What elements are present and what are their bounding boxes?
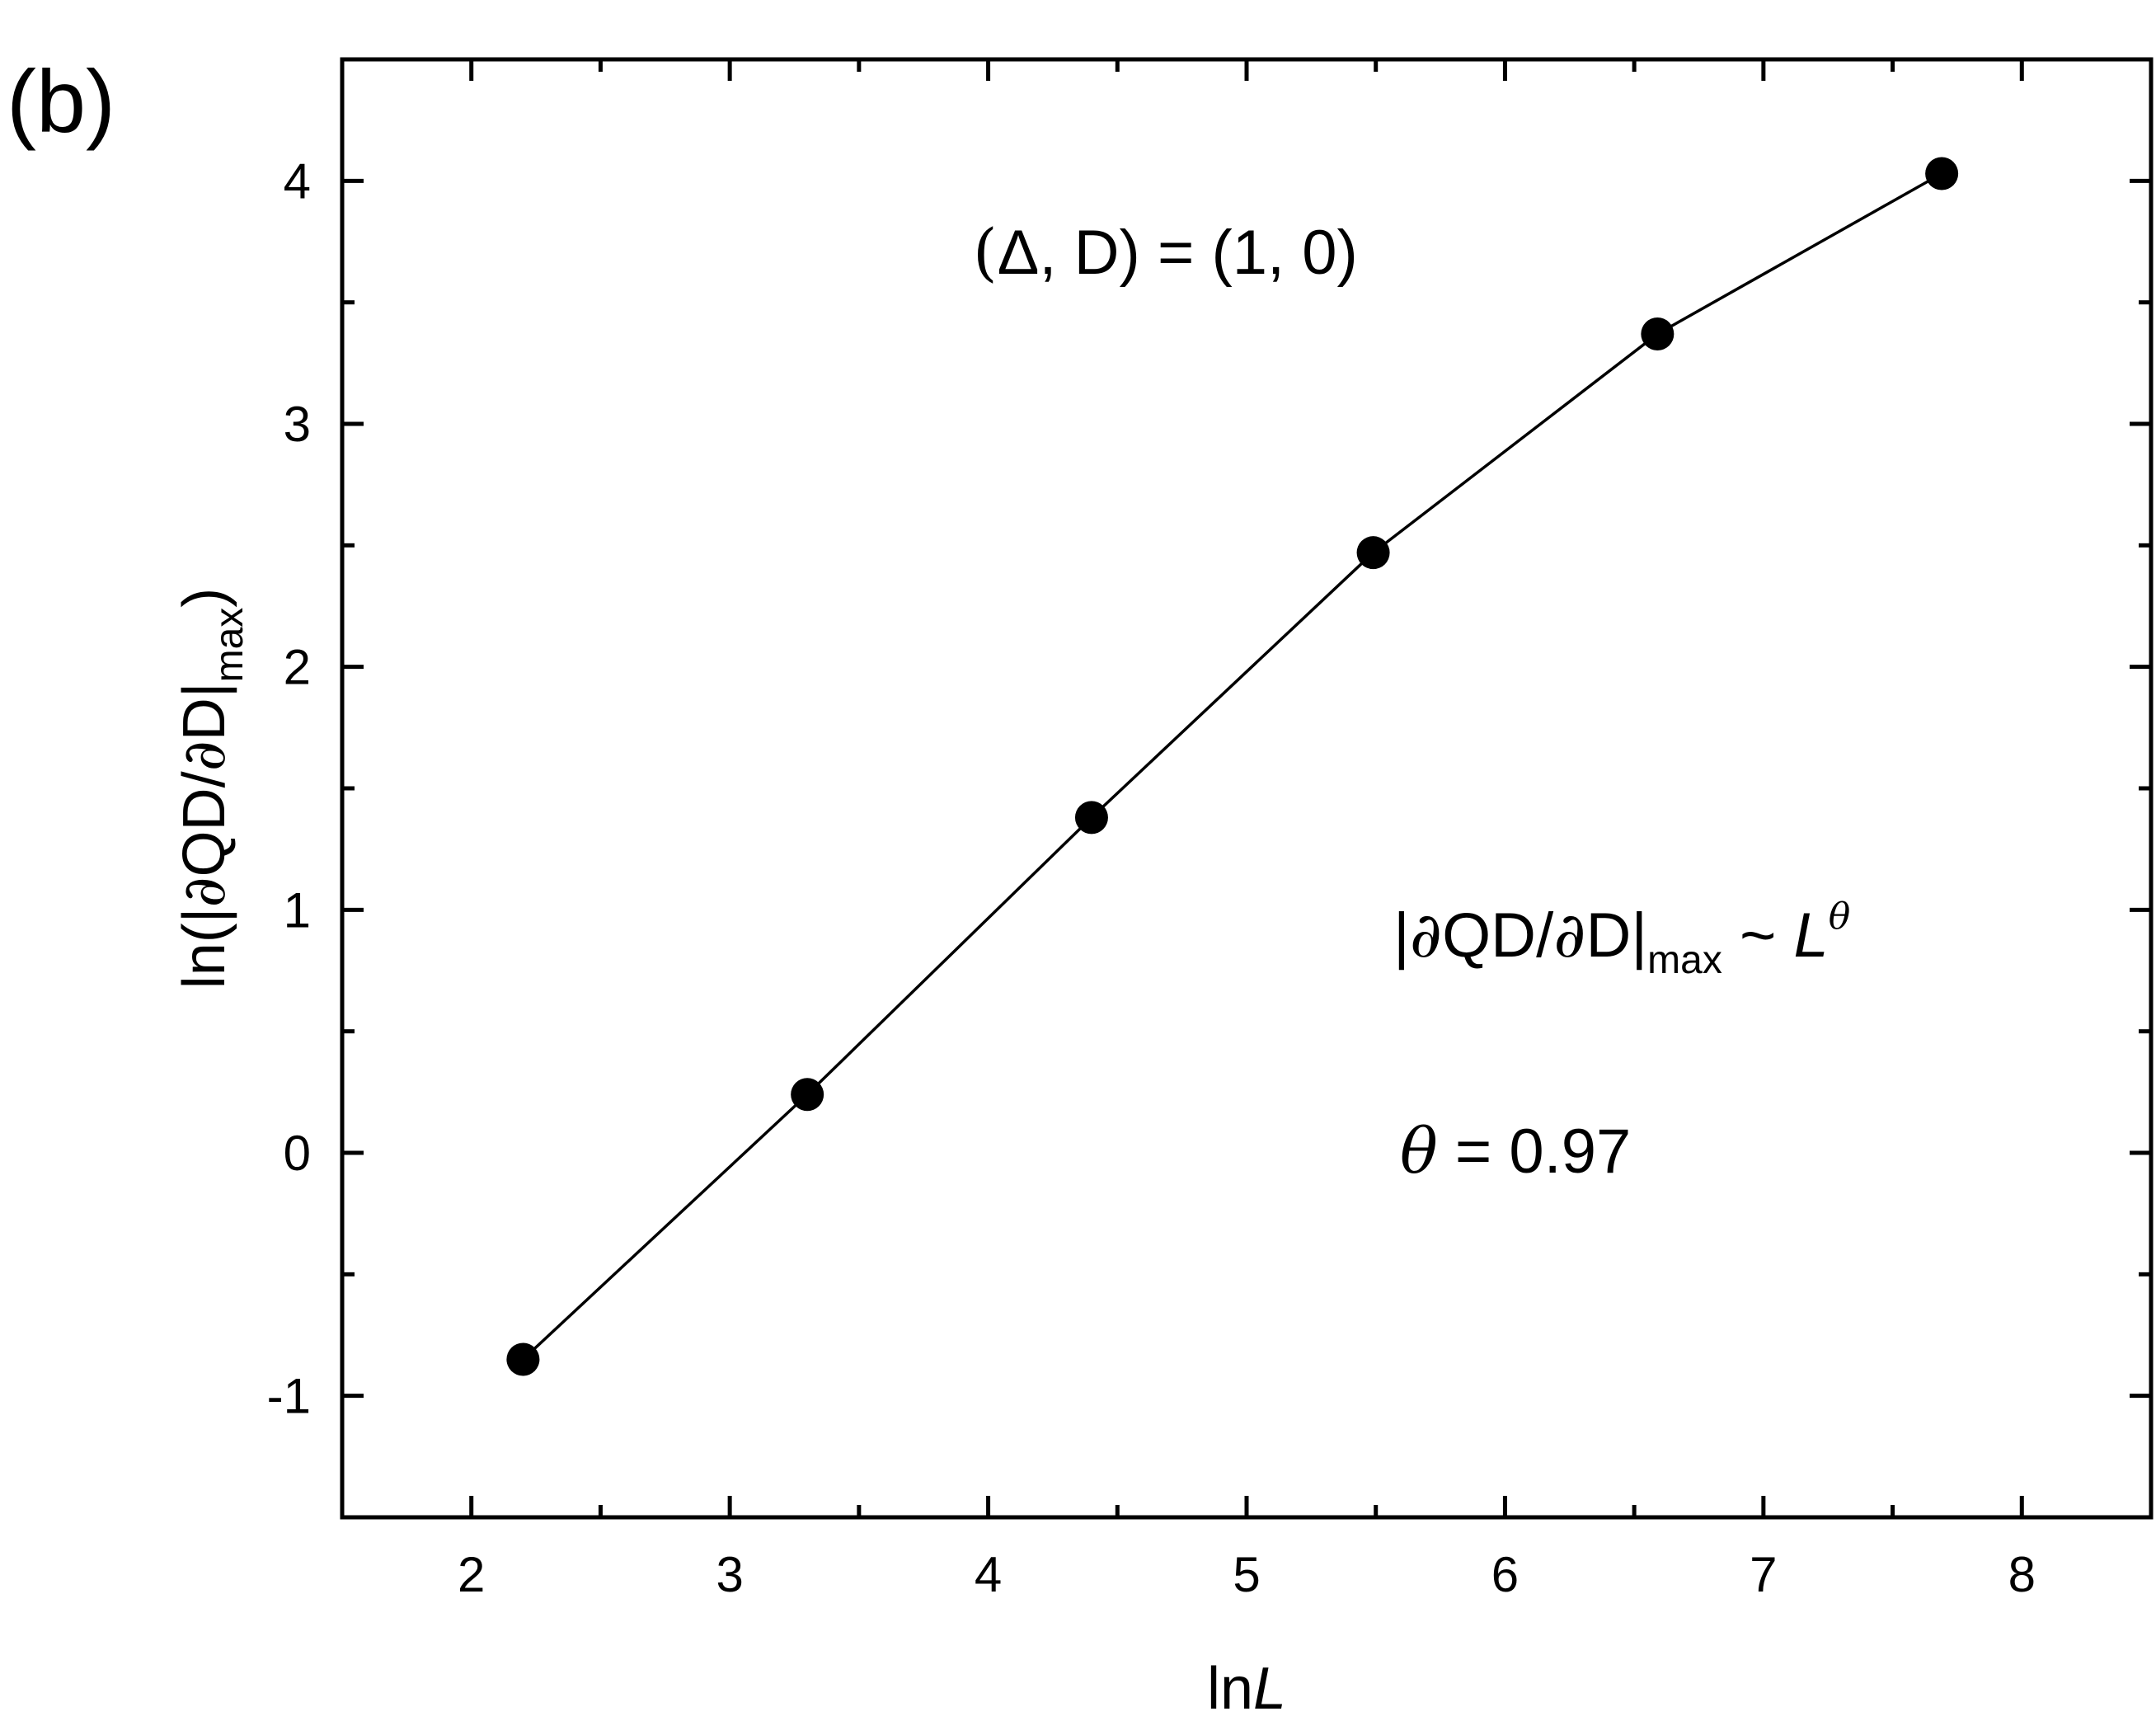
params-annotation: (Δ, D) = (1, 0) [973, 215, 1358, 289]
data-point [506, 1342, 540, 1376]
y-axis-partial-symbol: ∂ [169, 877, 238, 907]
y-axis-title-close: ) [171, 588, 237, 608]
scaling-tilde: ~ [1722, 900, 1794, 971]
x-axis-title-italic: L [1253, 1656, 1286, 1722]
theta-value: = 0.97 [1438, 1117, 1632, 1187]
scaling-annotation: |∂QD/∂D|max ~ Lθ [1393, 896, 1850, 982]
y-axis-title-sub: max [208, 608, 251, 683]
y-axis-partial-symbol-2: ∂ [169, 741, 238, 771]
params-rest: , D) [1039, 218, 1139, 288]
y-tick-label: 4 [284, 153, 311, 209]
x-tick-label: 2 [458, 1547, 485, 1602]
x-tick-label: 6 [1491, 1547, 1519, 1602]
axis-tick-labels: 2 3 4 5 6 7 8 -1 0 1 2 3 4 [267, 153, 2036, 1602]
scaling-partial-symbol-2: ∂ [1553, 898, 1585, 971]
data-point [1074, 801, 1108, 835]
axis-ticks [342, 57, 2151, 1520]
data-point [791, 1078, 824, 1112]
data-point [1356, 536, 1390, 570]
x-axis-title-prefix: ln [1207, 1656, 1253, 1722]
x-axis-title: lnL [1207, 1656, 1286, 1722]
scaling-tail: D| [1586, 900, 1648, 971]
y-axis-title-lead: ln(| [171, 908, 237, 990]
y-tick-label: -1 [267, 1369, 311, 1424]
params-equals: = (1, 0) [1140, 218, 1358, 288]
x-tick-label: 3 [716, 1547, 743, 1602]
theta-symbol: θ [1400, 1114, 1438, 1187]
params-open: ( [973, 215, 998, 289]
y-tick-label: 0 [284, 1126, 311, 1181]
scaling-mid: QD/ [1442, 900, 1554, 971]
x-tick-label: 5 [1233, 1547, 1260, 1602]
series-line [522, 172, 1942, 1361]
theta-annotation: θ = 0.97 [1400, 1114, 1631, 1187]
y-axis-title-mid: QD/ [171, 771, 237, 877]
scaling-sub: max [1647, 938, 1722, 982]
data-series [506, 157, 1959, 1376]
x-tick-label: 4 [975, 1547, 1002, 1602]
scaling-partial-symbol: ∂ [1410, 898, 1442, 971]
data-point [1925, 157, 1959, 190]
panel-label: (b) [7, 51, 115, 151]
scaling-L: L [1793, 900, 1828, 971]
params-delta: Δ [998, 218, 1040, 288]
y-axis-title: ln(|∂QD/∂D|max) [169, 588, 251, 990]
scaling-bar: | [1393, 900, 1410, 971]
y-axis-title-tail: D| [171, 682, 237, 741]
y-tick-label: 1 [284, 882, 311, 938]
x-tick-label: 7 [1750, 1547, 1777, 1602]
x-tick-label: 8 [2008, 1547, 2036, 1602]
scaling-theta-sup: θ [1829, 896, 1851, 938]
data-point [1641, 317, 1675, 350]
y-tick-label: 2 [284, 640, 311, 695]
y-tick-label: 3 [284, 397, 311, 452]
